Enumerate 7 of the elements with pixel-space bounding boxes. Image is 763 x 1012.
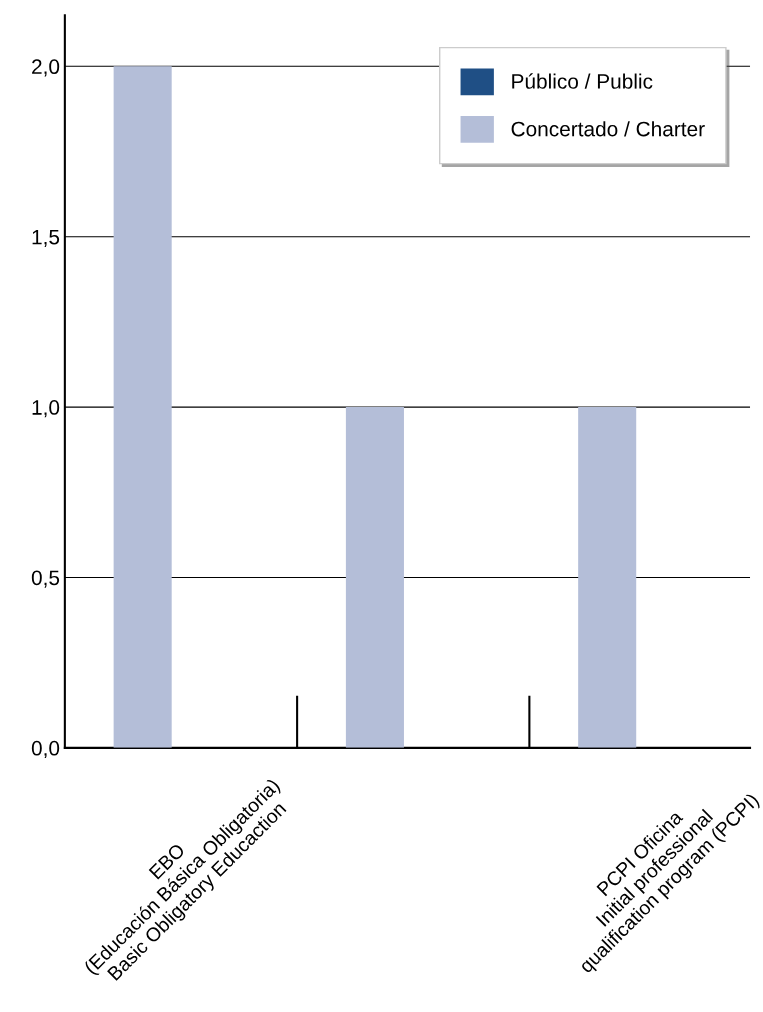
legend-label: Público / Public xyxy=(512,73,653,89)
y-tick-label: 1,0 xyxy=(32,400,60,418)
y-tick-label: 2,0 xyxy=(32,59,60,77)
y-tick-label: 0,0 xyxy=(31,740,60,759)
y-tick-label: 1,5 xyxy=(32,229,60,247)
y-tick-label: 0,5 xyxy=(31,570,60,588)
legend-label: Concertado / Charter xyxy=(511,121,705,137)
